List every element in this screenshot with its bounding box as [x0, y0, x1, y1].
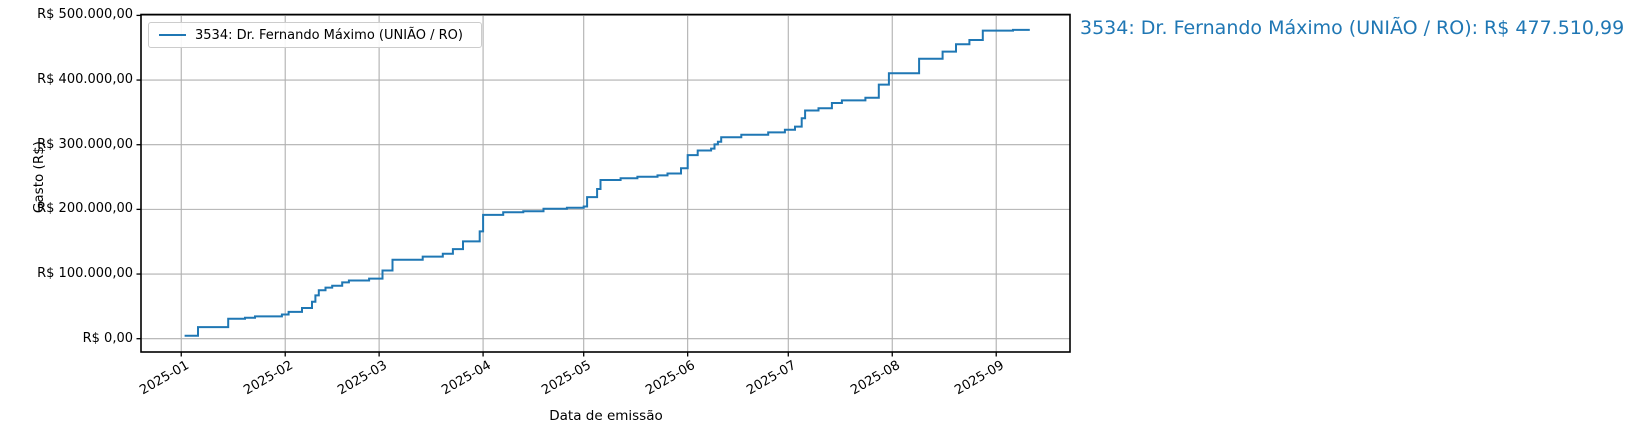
y-tick-label: R$ 500.000,00 [37, 7, 133, 23]
legend-line-sample [159, 34, 186, 36]
legend: 3534: Dr. Fernando Máximo (UNIÃO / RO) [148, 22, 482, 48]
x-axis-title: Data de emissão [549, 408, 663, 424]
legend-label: 3534: Dr. Fernando Máximo (UNIÃO / RO) [195, 27, 463, 43]
y-tick-label: R$ 100.000,00 [37, 266, 133, 282]
series-total-annotation: 3534: Dr. Fernando Máximo (UNIÃO / RO): … [1080, 17, 1625, 39]
plot-border [140, 13, 1071, 353]
y-tick-label: R$ 200.000,00 [37, 201, 133, 217]
y-tick-label: R$ 0,00 [82, 330, 133, 346]
y-tick-label: R$ 300.000,00 [37, 136, 133, 152]
spending-step-line [184, 28, 1030, 337]
y-axis-title: Gasto (R$) [31, 140, 47, 214]
y-tick-label: R$ 400.000,00 [37, 72, 133, 88]
